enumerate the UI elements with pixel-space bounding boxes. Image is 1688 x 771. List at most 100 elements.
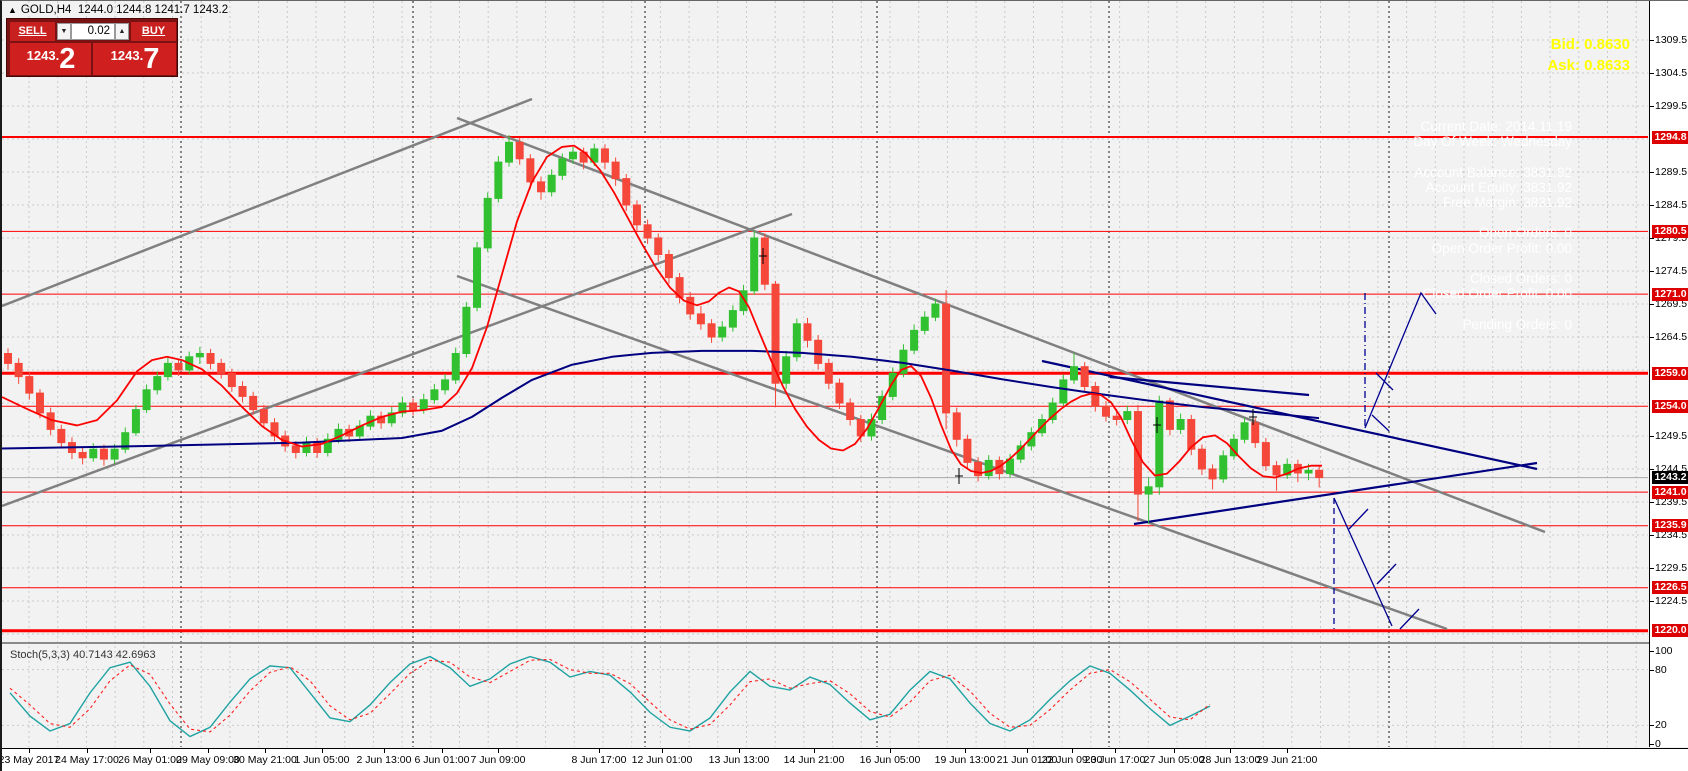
time-axis-label: 1 Jun 05:00 [294, 754, 350, 766]
time-axis-label: 27 Jun 05:00 [1143, 754, 1205, 766]
sell-button[interactable]: SELL [10, 22, 55, 41]
time-axis-tick [150, 749, 151, 753]
time-axis-tick [814, 749, 815, 753]
chart-title: ▲ GOLD,H4 1244.0 1244.8 1241.7 1243.2 [8, 4, 228, 16]
ea-overlay-line: Open Orders: 0 [1478, 225, 1572, 241]
time-axis-tick [29, 749, 30, 753]
time-axis-tick [1072, 749, 1073, 753]
horizontal-price-lines [2, 136, 1648, 633]
period-separators [180, 1, 1390, 747]
time-axis-tick [87, 749, 88, 753]
price-axis-tick [1650, 568, 1654, 569]
time-axis-label: 21 Jun 01:00 [996, 754, 1058, 766]
price-axis-label: 1274.5 [1655, 265, 1688, 277]
time-axis-tick [208, 749, 209, 753]
price-axis-label: 1264.5 [1655, 331, 1688, 343]
ea-overlay-line: Account Equity: 3831.92 [1425, 179, 1572, 195]
chart-symbol-label: GOLD,H4 [20, 4, 72, 16]
buy-price-main: 1243. [110, 48, 144, 63]
buy-button[interactable]: BUY [131, 22, 176, 41]
time-axis-label: 2 Jun 13:00 [356, 754, 412, 766]
price-axis-tick [1650, 535, 1654, 536]
gray-trendlines [2, 97, 1546, 631]
price-axis-tick [1650, 469, 1654, 470]
ea-overlay-line [1413, 301, 1572, 316]
price-chart[interactable] [2, 1, 1649, 747]
ea-overlay-line: Closed Orders: 0 [1469, 271, 1572, 287]
price-axis-label: 1229.5 [1655, 562, 1688, 574]
time-axis-label: 23 May 2017 [0, 754, 60, 766]
price-axis-label: 1249.5 [1655, 430, 1688, 442]
price-axis-tick [1650, 601, 1654, 602]
price-level-label: 1294.8 [1652, 130, 1688, 144]
price-axis-tick [1650, 304, 1654, 305]
ea-overlay-line [1413, 149, 1572, 164]
time-axis-label: 6 Jun 01:00 [414, 754, 470, 766]
time-axis-label: 7 Jun 09:00 [470, 754, 526, 766]
time-axis-tick [322, 749, 323, 753]
time-axis-label: 8 Jun 17:00 [571, 754, 627, 766]
price-level-label: 1226.5 [1652, 581, 1688, 595]
price-axis-tick [1650, 436, 1654, 437]
price-axis-tick [1650, 502, 1654, 503]
bid-value: Bid: 0.8630 [1550, 36, 1630, 53]
ea-overlay-line: Open Order Profit: 0.00 [1431, 240, 1572, 256]
time-axis-tick [1174, 749, 1175, 753]
time-axis-label: 12 Jun 01:00 [631, 754, 693, 766]
price-axis-tick [1650, 106, 1654, 107]
time-axis-tick [442, 749, 443, 753]
volume-input[interactable]: 0.02 [71, 23, 115, 40]
price-axis[interactable]: 1309.5 1304.5 1299.5 1289.5 1284.5 1279.5 1274… [1649, 1, 1688, 750]
collapse-panel-icon[interactable]: ▲ [8, 5, 17, 15]
sell-price-button[interactable]: 1243.2 [10, 43, 91, 75]
price-level-label: 1280.5 [1652, 224, 1688, 238]
bid-ask-overlay: Bid: 0.8630 Ask: 0.8633 [1547, 34, 1630, 76]
ea-overlay-line: Account Balance: 3831.92 [1414, 164, 1572, 180]
time-axis-label: 23 Jun 17:00 [1084, 754, 1146, 766]
panel-divider[interactable] [2, 642, 1688, 644]
price-axis-label: 1284.5 [1655, 199, 1688, 211]
sell-price-pip: 2 [59, 43, 75, 75]
time-axis-tick [890, 749, 891, 753]
buy-price-button[interactable]: 1243.7 [93, 43, 176, 75]
volume-increase-button[interactable]: ▲ [115, 23, 129, 40]
price-axis-label: 1224.5 [1655, 595, 1688, 607]
price-axis-tick [1650, 271, 1654, 272]
volume-decrease-button[interactable]: ▼ [57, 23, 71, 40]
price-axis-label: 1269.5 [1655, 298, 1688, 310]
stoch-axis-tick [1650, 725, 1654, 727]
current-price-label: 1243.2 [1652, 471, 1688, 485]
time-axis-tick [265, 749, 266, 753]
buy-price-pip: 7 [143, 43, 159, 75]
price-axis-label: 1299.5 [1655, 100, 1688, 112]
price-axis-tick [1650, 337, 1654, 338]
stoch-signal-line [9, 658, 1211, 733]
price-level-label: 1220.0 [1652, 624, 1688, 638]
time-axis-label: 29 Jun 21:00 [1256, 754, 1318, 766]
ea-overlay-line: Current Date: 2014.11.19 [1420, 119, 1572, 134]
ask-value: Ask: 0.8633 [1547, 57, 1630, 74]
time-axis[interactable]: 23 May 2017 24 May 17:00 26 May 01:00 29 Ma… [2, 748, 1688, 771]
price-axis-label: 1289.5 [1655, 166, 1688, 178]
red-ma [2, 144, 1322, 479]
time-axis-tick [739, 749, 740, 753]
ea-overlay-line [1413, 256, 1572, 271]
time-axis-label: 26 May 01:00 [118, 754, 182, 766]
stoch-axis-label: 20 [1655, 719, 1667, 732]
price-axis-tick [1650, 205, 1654, 206]
stoch-axis-tick [1650, 651, 1654, 652]
ea-overlay-line: Pending Orders: 0 [1462, 316, 1572, 332]
stoch-axis-label: 80 [1655, 663, 1667, 676]
time-axis-label: 30 May 21:00 [233, 754, 297, 766]
stoch-axis-tick [1650, 744, 1654, 745]
stochastic-indicator-label: Stoch(5,3,3) 40.7143 42.6963 [10, 649, 156, 661]
chart-area[interactable]: ▲ GOLD,H4 1244.0 1244.8 1241.7 1243.2 SEL… [2, 1, 1649, 747]
time-axis-tick [1115, 749, 1116, 753]
stoch-axis-label: 0 [1655, 738, 1661, 750]
time-axis-label: 13 Jun 13:00 [708, 754, 770, 766]
price-axis-label: 1239.5 [1655, 496, 1688, 508]
stoch-axis-label: 100 [1655, 645, 1673, 657]
price-level-label: 1254.0 [1652, 399, 1688, 413]
navy-ma [2, 349, 1320, 450]
